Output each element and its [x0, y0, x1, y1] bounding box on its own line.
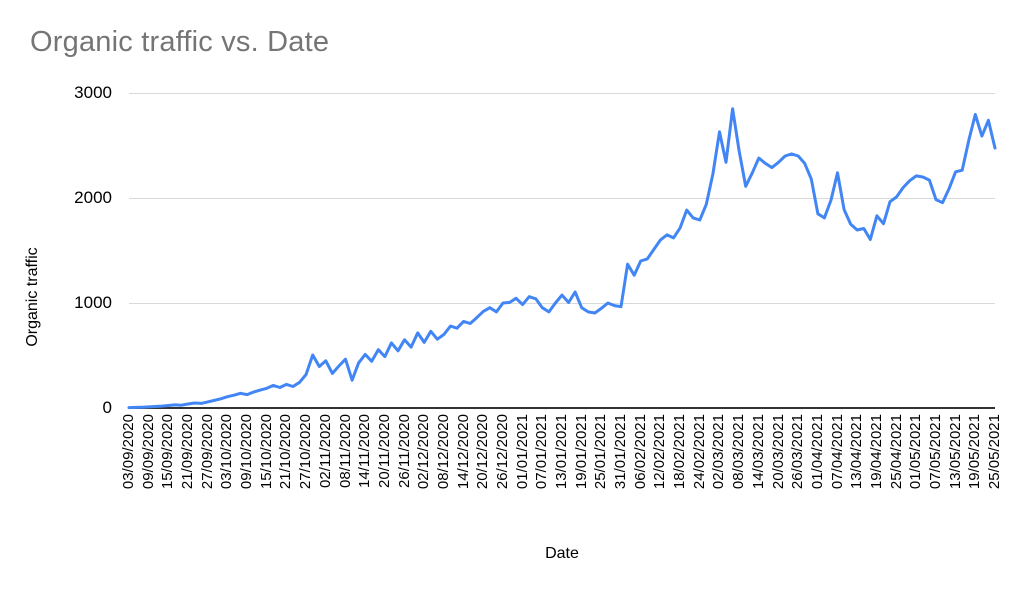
plot-area	[127, 93, 997, 410]
x-tick-label: 25/01/2021	[592, 414, 610, 490]
x-tick-label: 15/10/2020	[257, 414, 275, 490]
x-tick-label: 26/11/2020	[395, 414, 413, 488]
x-tick-label: 19/04/2021	[867, 414, 885, 490]
x-tick-label: 19/05/2021	[966, 414, 984, 490]
y-axis-title: Organic traffic	[24, 247, 41, 347]
line-series-path	[127, 107, 997, 410]
x-tick-label: 12/02/2021	[651, 414, 669, 490]
x-tick-label: 26/12/2020	[493, 414, 511, 490]
x-tick-label: 07/04/2021	[828, 414, 846, 490]
x-tick-label: 13/01/2021	[553, 414, 570, 490]
x-tick-label: 21/09/2020	[179, 414, 197, 490]
x-tick-label: 27/10/2020	[297, 414, 315, 490]
x-axis-title: Date	[545, 545, 579, 562]
x-tick-label: 02/12/2020	[415, 414, 433, 490]
organic-traffic-line-series	[127, 107, 997, 410]
x-tick-label: 03/09/2020	[120, 414, 137, 490]
x-tick-label: 01/01/2021	[513, 414, 531, 490]
gridline-2000	[129, 198, 995, 199]
x-tick-label: 13/05/2021	[946, 414, 964, 490]
x-tick-label: 08/12/2020	[434, 414, 452, 490]
x-tick-label: 25/05/2021	[986, 414, 1003, 490]
x-tick-label: 02/03/2021	[710, 414, 728, 490]
x-tick-label: 18/02/2021	[671, 414, 689, 490]
x-tick-label: 01/04/2021	[808, 414, 826, 490]
chart-title: Organic traffic vs. Date	[30, 26, 330, 58]
x-tick-label: 20/03/2021	[769, 414, 787, 490]
x-tick-label: 20/11/2020	[375, 414, 393, 488]
x-tick-label: 03/10/2020	[218, 414, 236, 490]
x-tick-label: 24/02/2021	[690, 414, 708, 490]
x-tick-label: 14/12/2020	[454, 414, 472, 490]
x-tick-label: 08/03/2021	[730, 414, 748, 490]
x-tick-label: 27/09/2020	[198, 414, 216, 490]
gridline-1000	[129, 303, 995, 304]
x-tick-label: 21/10/2020	[277, 414, 295, 490]
x-tick-label: 25/04/2021	[887, 414, 905, 490]
x-tick-label: 08/11/2020	[336, 414, 354, 488]
x-tick-label: 09/09/2020	[139, 414, 157, 490]
x-tick-label: 02/11/2020	[316, 414, 334, 488]
x-tick-label: 15/09/2020	[159, 414, 177, 490]
x-axis-baseline	[129, 407, 995, 409]
x-tick-label: 20/12/2020	[474, 414, 492, 490]
x-tick-label: 01/05/2021	[907, 414, 925, 490]
x-tick-label: 19/01/2021	[572, 414, 590, 490]
y-tick-label-2000: 2000	[74, 188, 112, 207]
x-tick-label: 14/11/2020	[356, 414, 374, 488]
y-tick-label-1000: 1000	[74, 293, 112, 312]
x-tick-label: 13/04/2021	[848, 414, 866, 490]
x-tick-label: 09/10/2020	[238, 414, 256, 490]
y-tick-label-3000: 3000	[74, 83, 112, 102]
x-tick-label: 14/03/2021	[749, 414, 767, 490]
y-tick-label-0: 0	[102, 398, 112, 417]
x-tick-label: 31/01/2021	[612, 414, 630, 490]
x-tick-label: 07/05/2021	[926, 414, 944, 490]
x-tick-label: 07/01/2021	[533, 414, 551, 490]
x-tick-label: 26/03/2021	[789, 414, 807, 490]
gridline-3000	[129, 93, 995, 94]
x-tick-label: 06/02/2021	[631, 414, 649, 490]
